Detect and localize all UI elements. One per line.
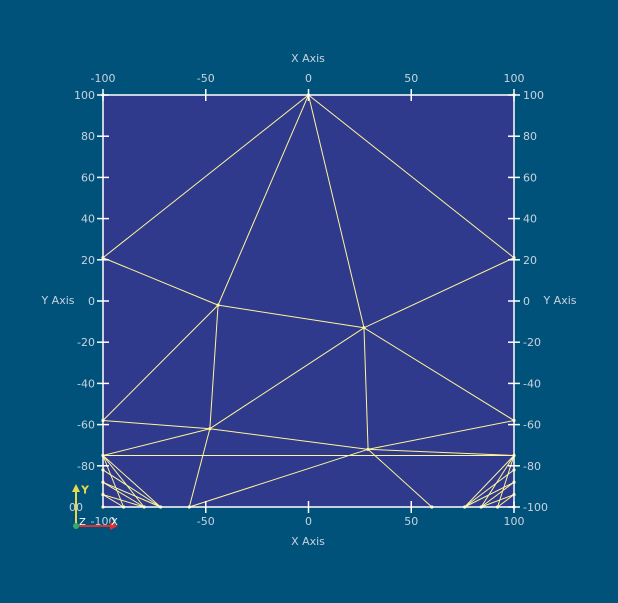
y-tick-label-left: 20 — [81, 254, 95, 267]
y-tick-label-right: -60 — [523, 419, 541, 432]
mesh-edge — [480, 455, 515, 508]
mesh-node — [216, 303, 220, 307]
mesh-edge — [102, 481, 145, 508]
y-tick-label-left: -20 — [77, 336, 95, 349]
mesh-edge — [497, 494, 515, 508]
orientation-z-dot — [73, 523, 79, 529]
mesh-edge — [464, 469, 515, 508]
mesh-edge — [363, 327, 515, 421]
orientation-x-arrowhead — [110, 522, 118, 530]
mesh-edge — [497, 455, 515, 508]
mesh-edge — [102, 257, 219, 306]
mesh-edge — [102, 494, 124, 508]
mesh-node — [208, 427, 212, 431]
mesh-edge — [102, 494, 145, 508]
mesh-edge — [480, 481, 515, 508]
x-tick-label-top: 100 — [504, 72, 525, 85]
x-tick-label-bottom: 100 — [504, 515, 525, 528]
mesh-edge — [464, 481, 515, 508]
y-axis-title-left: Y Axis — [40, 294, 74, 307]
x-tick-label-bottom: 0 — [305, 515, 312, 528]
y-tick-label-left: 100 — [74, 89, 95, 102]
y-tick-label-right: -80 — [523, 460, 541, 473]
mesh-edge — [464, 455, 515, 508]
mesh-edge — [308, 94, 365, 328]
mesh-edge — [209, 305, 219, 429]
mesh-edge — [188, 428, 211, 508]
x-tick-label-top: -100 — [91, 72, 116, 85]
orientation-y-arrowhead — [72, 484, 80, 492]
mesh-edge — [363, 327, 369, 450]
y-tick-label-left: 40 — [81, 213, 95, 226]
mesh-edge — [102, 304, 219, 421]
mesh-edge — [368, 448, 515, 456]
y-tick-label-right: -100 — [523, 501, 548, 514]
orientation-x-label: X — [111, 517, 118, 528]
mesh-edge — [102, 469, 161, 508]
mesh-edge — [367, 448, 433, 508]
mesh-edge — [218, 304, 365, 329]
x-tick-label-top: 0 — [305, 72, 312, 85]
mesh-edge — [308, 94, 515, 259]
y-tick-label-right: 20 — [523, 254, 537, 267]
orientation-axes-widget: Y Z X — [72, 484, 118, 530]
orientation-y-label: Y — [81, 485, 89, 496]
y-tick-label-right: -20 — [523, 336, 541, 349]
mesh-edge — [217, 94, 309, 306]
mesh-edge — [367, 419, 515, 450]
x-tick-label-bottom: 50 — [404, 515, 418, 528]
y-axis-title-right: Y Axis — [542, 294, 576, 307]
mesh-edge — [480, 494, 515, 508]
mesh-edge — [189, 448, 369, 508]
y-tick-label-right: -40 — [523, 377, 541, 390]
x-tick-label-top: 50 — [404, 72, 418, 85]
mesh-edge — [209, 327, 365, 430]
corner-overlap-label-bottom: -100 — [91, 515, 116, 528]
y-tick-label-right: 0 — [523, 295, 530, 308]
mesh-edge — [102, 94, 309, 259]
mesh-edge — [102, 419, 210, 430]
y-tick-label-left: -80 — [77, 460, 95, 473]
y-tick-label-left: 0 — [88, 295, 95, 308]
x-tick-label-bottom: -50 — [197, 515, 215, 528]
mesh-edge — [102, 428, 210, 456]
x-axis-title-bottom: X Axis — [291, 535, 325, 548]
y-tick-label-right: 80 — [523, 130, 537, 143]
x-axis-title-top: X Axis — [291, 52, 325, 65]
orientation-z-label: Z — [79, 517, 86, 528]
y-tick-label-right: 40 — [523, 213, 537, 226]
mesh-edge — [363, 257, 515, 329]
y-tick-label-left: -60 — [77, 419, 95, 432]
x-tick-label-top: -50 — [197, 72, 215, 85]
y-tick-label-right: 60 — [523, 171, 537, 184]
y-tick-label-left: -40 — [77, 377, 95, 390]
mesh-edge — [102, 455, 145, 508]
mesh-node — [366, 447, 370, 451]
axis-ticks: -100 -50 0 50 100 -50 0 50 100 100 80 60 40 20 0 -20 -40… — [74, 72, 548, 528]
y-tick-label-left: 60 — [81, 171, 95, 184]
mesh-edge — [102, 455, 125, 508]
mesh-domain — [103, 95, 514, 507]
y-tick-label-left: 80 — [81, 130, 95, 143]
mesh-node — [362, 326, 366, 330]
mesh-edge — [102, 455, 161, 508]
y-tick-label-right: 100 — [523, 89, 544, 102]
mesh-edge — [209, 428, 369, 450]
mesh-edge — [102, 481, 161, 508]
